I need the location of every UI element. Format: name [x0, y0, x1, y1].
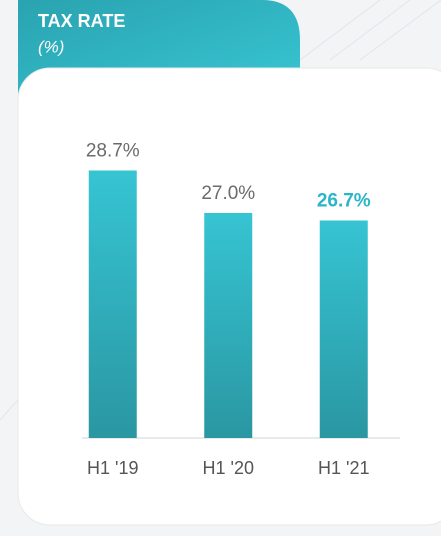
- x-tick-label: H1 '19: [87, 458, 138, 478]
- background-lines: [0, 0, 441, 421]
- chart-title: TAX RATE: [38, 11, 125, 31]
- value-label: 28.7%: [86, 141, 140, 162]
- chart-subtitle: (%): [38, 37, 64, 56]
- value-label: 27.0%: [201, 183, 255, 204]
- bar: [204, 213, 253, 438]
- x-tick-label: H1 '20: [203, 458, 254, 478]
- value-label: 26.7%: [317, 191, 371, 212]
- bar: [319, 220, 368, 438]
- bar: [88, 170, 137, 438]
- x-tick-label: H1 '21: [318, 458, 369, 478]
